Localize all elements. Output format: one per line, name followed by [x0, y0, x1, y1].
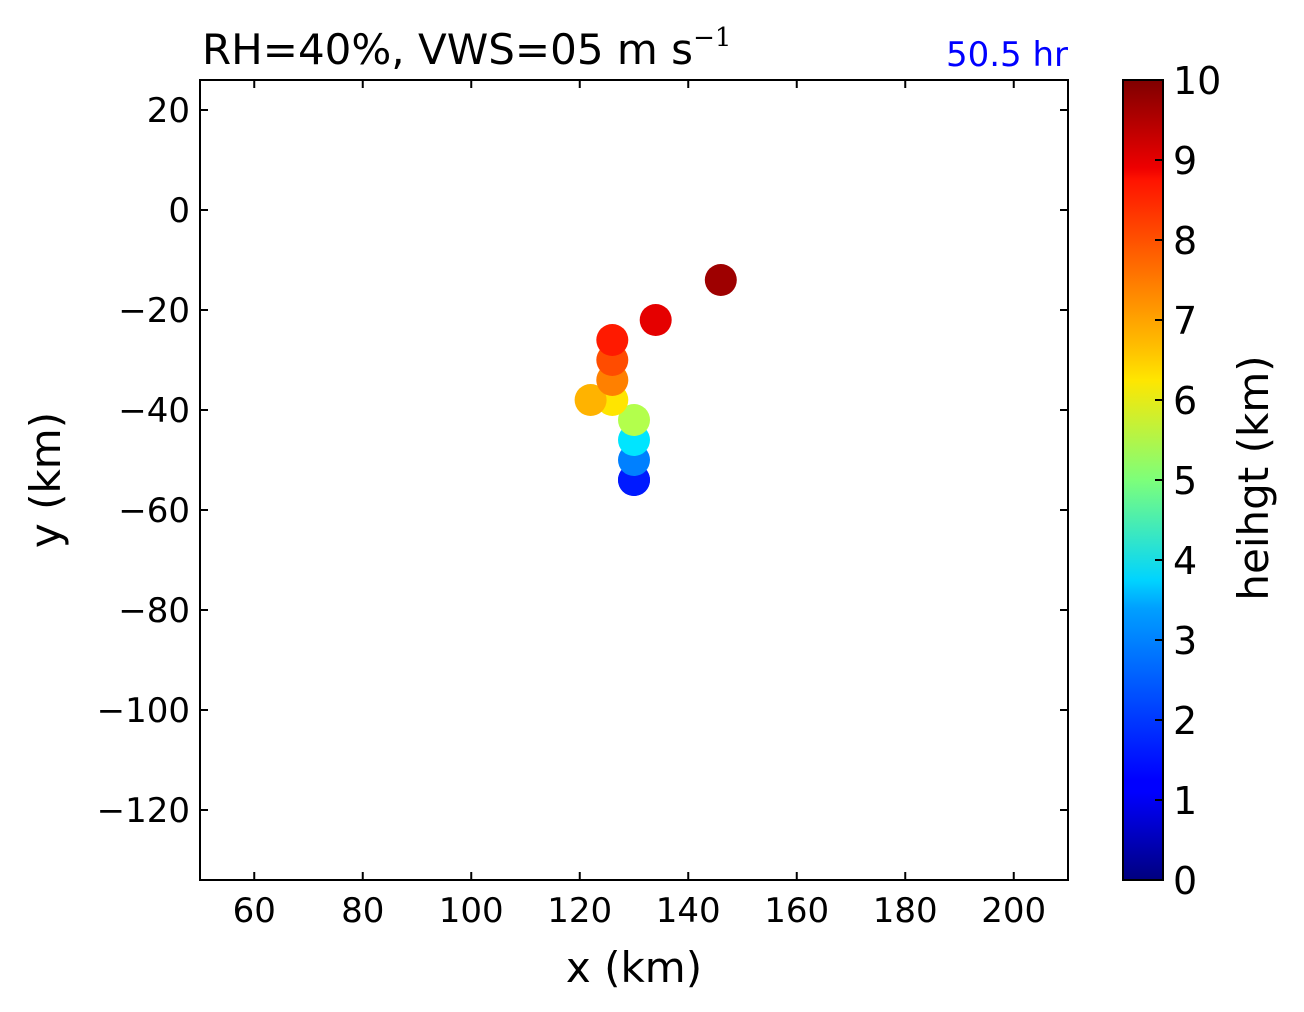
x-tick-label: 80 [341, 891, 384, 931]
colorbar-tick-label: 4 [1173, 539, 1197, 583]
colorbar-tick-label: 0 [1173, 859, 1197, 903]
x-axis-ticks: 60 80 100 120 140 160 180 200 [233, 80, 1046, 931]
colorbar-tick-label: 5 [1173, 459, 1197, 503]
y-axis-label: y (km) [21, 412, 70, 548]
x-tick-label: 120 [547, 891, 612, 931]
x-tick-label: 200 [981, 891, 1046, 931]
colorbar-label: heihgt (km) [1229, 355, 1278, 600]
data-point [704, 264, 737, 296]
chart-title: RH=40%, VWS=05 m s−1 [202, 23, 731, 74]
chart-title-main: RH=40%, VWS=05 m s [202, 25, 693, 74]
colorbar-tick-label: 10 [1173, 59, 1221, 103]
chart-title-superscript: −1 [693, 23, 731, 53]
y-tick-label: −120 [97, 791, 190, 831]
x-tick-label: 180 [873, 891, 938, 931]
y-tick-label: −20 [118, 291, 190, 331]
y-tick-label: −60 [118, 491, 190, 531]
colorbar-tick-label: 3 [1173, 619, 1197, 663]
data-point [574, 384, 607, 416]
x-axis-label: x (km) [566, 943, 702, 992]
colorbar-tick-label: 9 [1173, 139, 1197, 183]
data-points [574, 264, 737, 496]
x-tick-label: 140 [656, 891, 721, 931]
x-tick-label: 100 [439, 891, 504, 931]
data-point [596, 324, 629, 356]
x-tick-label: 60 [233, 891, 276, 931]
colorbar-tick-label: 6 [1173, 379, 1197, 423]
y-tick-label: 20 [147, 91, 190, 131]
y-tick-label: −40 [118, 391, 190, 431]
x-tick-label: 160 [764, 891, 829, 931]
y-tick-label: −100 [97, 691, 190, 731]
colorbar-ticks: 0 1 2 3 4 5 6 7 8 9 10 [1155, 59, 1221, 903]
time-annotation: 50.5 hr [946, 35, 1068, 75]
colorbar-tick-label: 7 [1173, 299, 1197, 343]
y-axis-ticks: 20 0 −20 −40 −60 −80 −100 −120 [97, 91, 1068, 831]
colorbar: 0 1 2 3 4 5 6 7 8 9 10 heihgt (km) [1122, 59, 1278, 903]
colorbar-tick-label: 1 [1173, 779, 1197, 823]
colorbar-tick-label: 8 [1173, 219, 1197, 263]
data-point [639, 304, 672, 336]
data-point [618, 404, 650, 436]
y-tick-label: 0 [168, 191, 190, 231]
plot-area: 60 80 100 120 140 160 180 200 200−20−40−60−80−1… [97, 79, 1069, 931]
y-tick-label: −80 [118, 591, 190, 631]
colorbar-tick-label: 2 [1173, 699, 1197, 743]
